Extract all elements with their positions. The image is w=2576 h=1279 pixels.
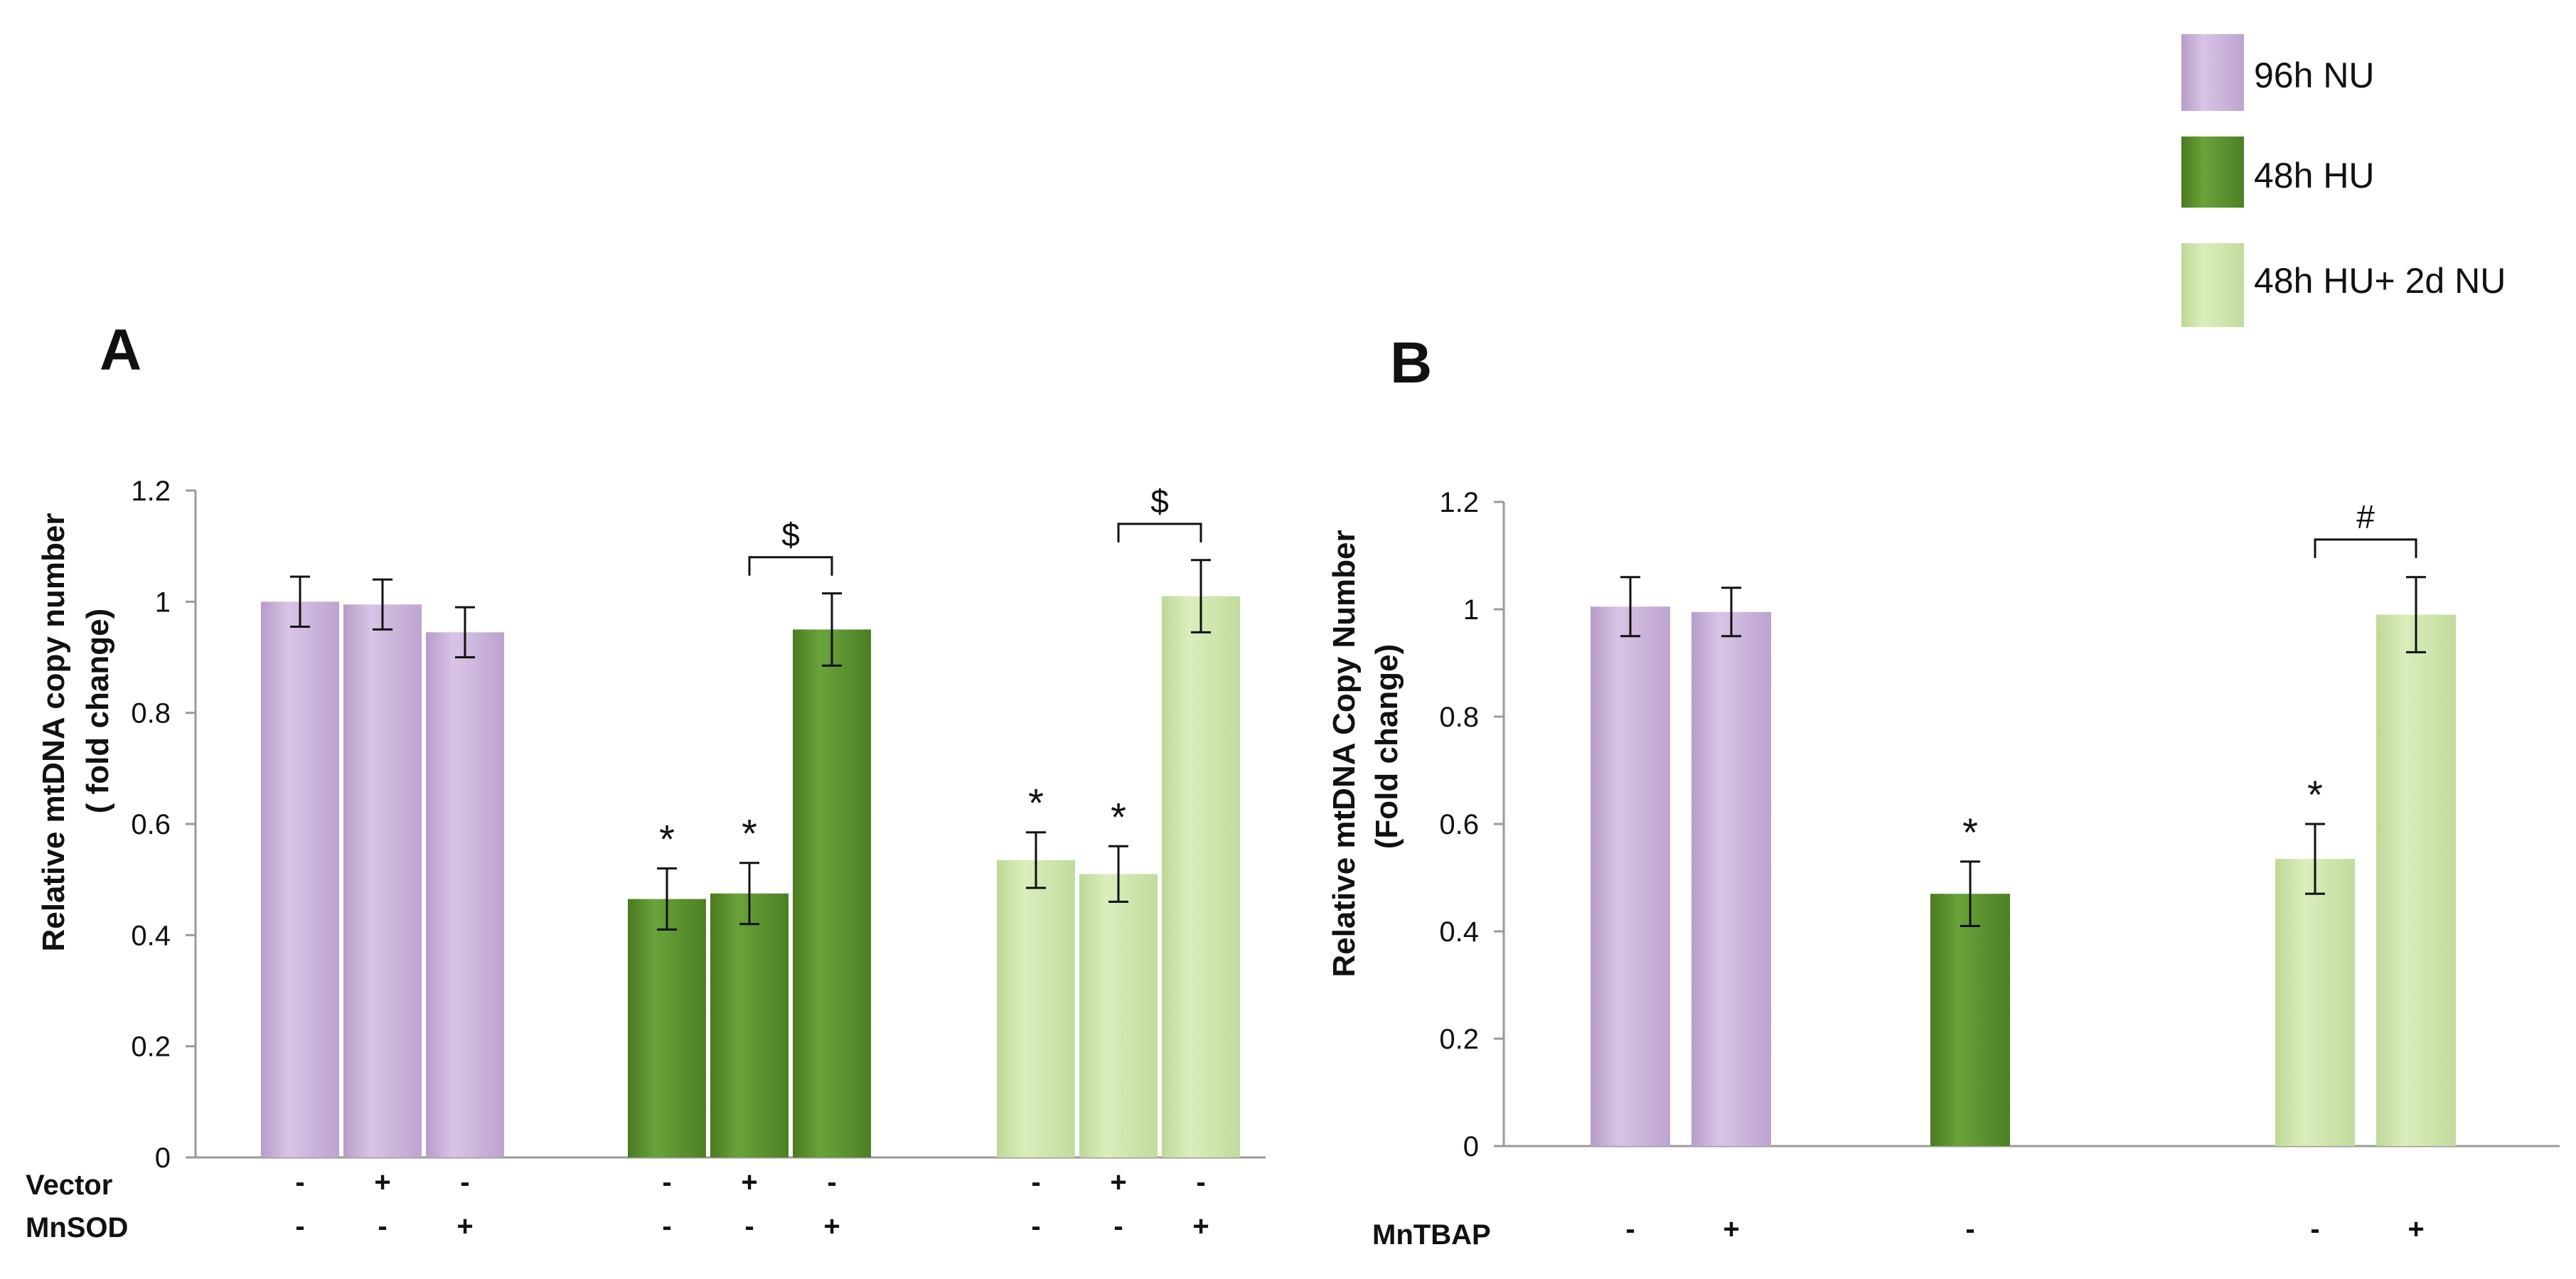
p1-y-tick-label: 0.4 [1439, 916, 1479, 948]
legend: 96h NU 48h HU 48h HU+ 2d NU [2181, 34, 2506, 327]
p0-condition-sign: - [827, 1167, 836, 1198]
p0-bar [343, 604, 422, 1157]
p0-comparison-bracket [1117, 523, 1202, 542]
p1-y-tick-label: 0.6 [1439, 809, 1479, 840]
p1-y-tick-label: 0.2 [1439, 1024, 1479, 1055]
legend-label-48h-hu: 48h HU [2254, 156, 2375, 196]
p1-bar [2275, 859, 2355, 1146]
p1-condition-sign: - [1625, 1214, 1635, 1245]
p0-y-tick-label: 0.6 [131, 809, 171, 840]
p0-condition-sign: - [460, 1167, 469, 1198]
p0-condition-sign: - [1196, 1167, 1205, 1198]
p1-y-tick-label: 0 [1463, 1131, 1479, 1162]
panel-b-ylabel-line2: (Fold change) [1369, 644, 1404, 849]
p0-bar [793, 629, 871, 1157]
panel-a-label: A [100, 318, 141, 382]
legend-label-96h-nu: 96h NU [2254, 55, 2375, 95]
p0-significance-star: * [1028, 781, 1044, 825]
legend-swatch-48h-hu [2181, 137, 2244, 208]
p1-y-tick-label: 1.2 [1439, 487, 1479, 518]
p0-condition-sign: + [456, 1211, 473, 1242]
p0-condition-sign: - [662, 1211, 671, 1242]
panel-a: A Relative mtDNA copy number ( fold chan… [26, 318, 1266, 1243]
p1-bracket-symbol: # [2356, 498, 2375, 535]
p1-condition-sign: - [2310, 1214, 2319, 1245]
p0-condition-sign: - [744, 1211, 754, 1242]
condition-label-mntbap: MnTBAP [1372, 1219, 1491, 1251]
legend-label-48h-hu-2d-nu: 48h HU+ 2d NU [2254, 261, 2506, 301]
p0-significance-star: * [742, 811, 757, 856]
condition-label-vector: Vector [26, 1170, 112, 1201]
panel-b-label: B [1390, 331, 1432, 395]
p0-y-tick-label: 0.8 [131, 698, 171, 729]
p0-y-tick-label: 0.2 [131, 1032, 171, 1063]
p0-y-tick-label: 1.2 [131, 476, 171, 507]
p0-condition-sign: + [1192, 1211, 1209, 1242]
p0-condition-sign: + [823, 1211, 840, 1242]
p0-significance-star: * [1111, 794, 1126, 839]
panel-a-plot: 0 0.2 0.4 0.6 0.8 1 1.2 - - + - - + * - - * + - - + * - - * + - - + $… [131, 476, 1266, 1242]
p0-bar [1162, 596, 1240, 1157]
p0-condition-sign: - [1031, 1167, 1040, 1198]
p0-condition-sign: + [374, 1167, 390, 1198]
p1-significance-star: * [1962, 810, 1978, 855]
p1-bar [1691, 611, 1771, 1146]
p0-condition-sign: - [295, 1211, 304, 1242]
legend-swatch-48h-hu-2d-nu [2181, 243, 2244, 327]
panel-a-ylabel-line2: ( fold change) [80, 609, 115, 813]
p0-bar [628, 899, 706, 1157]
p1-y-tick-label: 1 [1463, 594, 1479, 626]
panel-b: B Relative mtDNA Copy Number (Fold chang… [1327, 331, 2560, 1251]
p0-condition-sign: - [295, 1167, 304, 1198]
p1-condition-sign: + [2407, 1214, 2424, 1245]
p0-condition-sign: + [741, 1167, 757, 1198]
panel-b-ylabel-line1: Relative mtDNA Copy Number [1327, 530, 1362, 977]
p0-y-tick-label: 1 [155, 587, 171, 618]
p0-bar [426, 632, 504, 1157]
p1-y-tick-label: 0.8 [1439, 702, 1479, 733]
p0-bar [997, 860, 1075, 1157]
p0-y-tick-label: 0 [155, 1142, 171, 1174]
p1-bar [2376, 614, 2456, 1146]
p0-bracket-symbol: $ [1150, 483, 1169, 520]
p1-comparison-bracket [2314, 538, 2417, 558]
p0-condition-sign: - [662, 1167, 671, 1198]
p1-condition-sign: + [1723, 1214, 1739, 1245]
p0-condition-sign: - [378, 1211, 387, 1242]
p0-bar [1079, 874, 1158, 1157]
p1-significance-star: * [2307, 772, 2323, 817]
p0-condition-sign: - [1031, 1211, 1040, 1242]
p0-bar [710, 893, 789, 1157]
p1-bar [1930, 894, 2010, 1146]
p0-condition-sign: + [1110, 1167, 1126, 1198]
p1-condition-sign: - [1965, 1214, 1974, 1245]
panel-a-ylabel-line1: Relative mtDNA copy number [36, 513, 71, 952]
p1-bar [1591, 606, 1670, 1146]
legend-swatch-96h-nu [2181, 34, 2244, 111]
p0-bracket-symbol: $ [781, 516, 800, 553]
panel-b-plot: 0 0.2 0.4 0.6 0.8 1 1.2 - + * - * - + # [1439, 487, 2560, 1245]
p0-condition-sign: - [1113, 1211, 1123, 1242]
p0-comparison-bracket [748, 556, 833, 576]
p0-y-tick-label: 0.4 [131, 920, 171, 951]
p0-bar [261, 601, 339, 1157]
p0-significance-star: * [659, 817, 675, 862]
condition-label-mnsod: MnSOD [26, 1212, 128, 1243]
